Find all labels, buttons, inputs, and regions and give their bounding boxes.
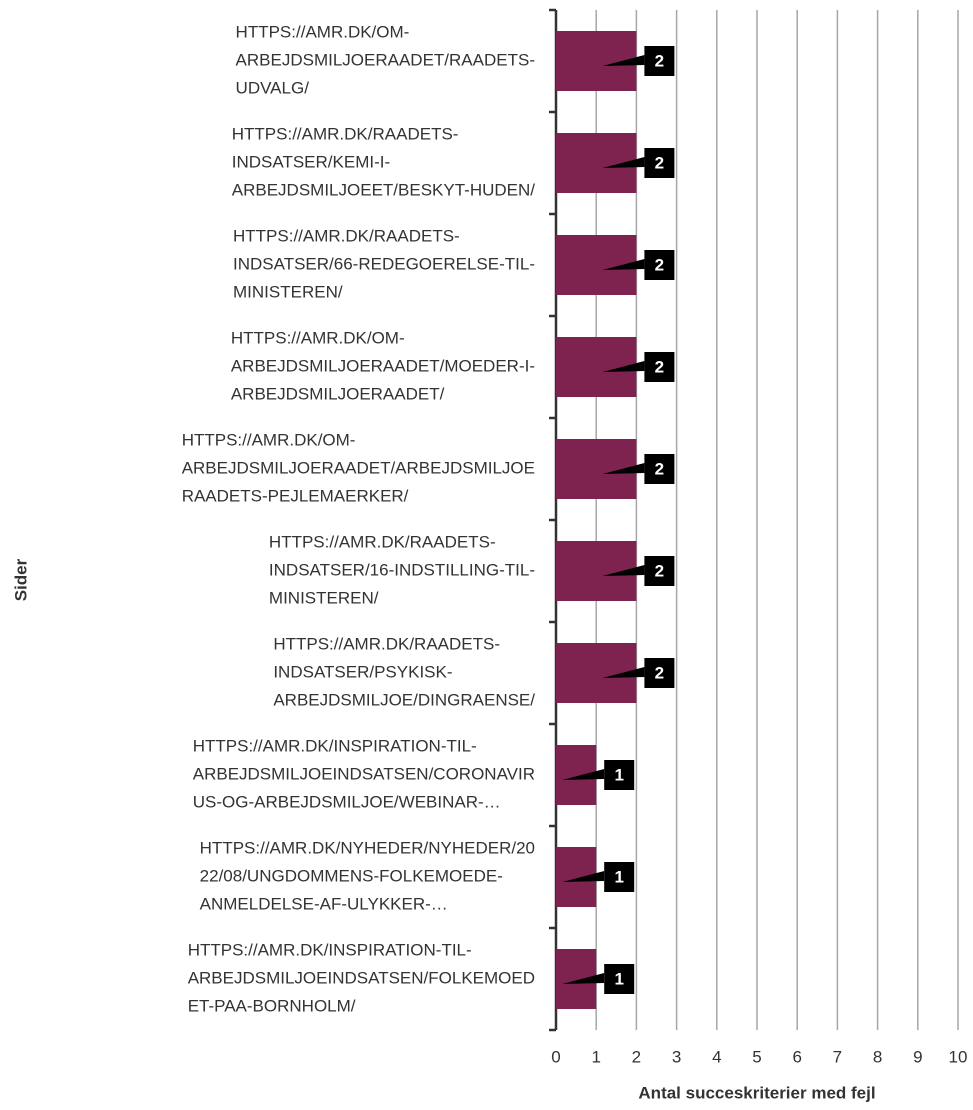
data-label-box bbox=[644, 556, 675, 586]
data-label: 1 bbox=[614, 969, 623, 988]
x-tick-label: 9 bbox=[913, 1047, 922, 1066]
data-label-callout bbox=[562, 973, 605, 984]
data-label-box bbox=[644, 250, 675, 280]
category-label-line: HTTPS://AMR.DK/INSPIRATION-TIL- bbox=[188, 940, 472, 959]
category-label-line: HTTPS://AMR.DK/OM- bbox=[236, 22, 410, 41]
data-label-callout bbox=[602, 565, 645, 576]
data-label: 2 bbox=[655, 561, 664, 580]
data-label-callout bbox=[602, 667, 645, 678]
category-label-line: HTTPS://AMR.DK/INSPIRATION-TIL- bbox=[193, 736, 477, 755]
data-label: 1 bbox=[614, 867, 623, 886]
x-tick-label: 10 bbox=[949, 1047, 968, 1066]
data-label: 2 bbox=[655, 51, 664, 70]
category-label-line: HTTPS://AMR.DK/RAADETS- bbox=[232, 124, 459, 143]
category-label-line: HTTPS://AMR.DK/RAADETS- bbox=[269, 532, 496, 551]
y-axis-title: Sider bbox=[11, 558, 30, 601]
category-label-line: ARBEJDSMILJOERAADET/RAADETS- bbox=[236, 50, 535, 69]
data-label-box bbox=[644, 148, 675, 178]
category-label: HTTPS://AMR.DK/OM- ARBEJDSMILJOERAADET/RA… bbox=[236, 22, 535, 97]
x-tick-label: 4 bbox=[712, 1047, 721, 1066]
data-label-callout bbox=[602, 55, 645, 66]
category-label-line: ARBEJDSMILJOEINDSATSEN/CORONAVIR bbox=[193, 764, 535, 783]
category-label: HTTPS://AMR.DK/NYHEDER/NYHEDER/20 22/08/U… bbox=[200, 838, 535, 913]
x-tick-label: 2 bbox=[632, 1047, 641, 1066]
category-label-line: UDVALG/ bbox=[236, 78, 310, 97]
category-label: HTTPS://AMR.DK/RAADETS- INDSATSER/KEMI-I-… bbox=[232, 124, 536, 199]
x-tick-label: 3 bbox=[672, 1047, 681, 1066]
category-label-line: INDSATSER/PSYKISK- bbox=[273, 662, 452, 681]
x-tick-label: 5 bbox=[752, 1047, 761, 1066]
category-label-line: ARBEJDSMILJOERAADET/ bbox=[231, 384, 445, 403]
category-label-line: INDSATSER/16-INDSTILLING-TIL- bbox=[269, 560, 535, 579]
data-label-box bbox=[604, 964, 635, 994]
category-label-line: ANMELDELSE-AF-ULYKKER-… bbox=[200, 894, 448, 913]
category-label-line: RAADETS-PEJLEMAERKER/ bbox=[182, 486, 409, 505]
category-label: HTTPS://AMR.DK/OM- ARBEJDSMILJOERAADET/AR… bbox=[182, 430, 535, 505]
data-label: 1 bbox=[614, 765, 623, 784]
category-label-line: MINISTEREN/ bbox=[233, 282, 343, 301]
x-axis-title: Antal succeskriterier med fejl bbox=[638, 1083, 875, 1102]
category-label-line: ARBEJDSMILJOERAADET/ARBEJDSMILJOE bbox=[182, 458, 535, 477]
category-label-line: 22/08/UNGDOMMENS-FOLKEMOEDE- bbox=[200, 866, 503, 885]
data-label-callout bbox=[602, 463, 645, 474]
category-label: HTTPS://AMR.DK/RAADETS- INDSATSER/16-INDS… bbox=[269, 532, 535, 607]
category-label-line: HTTPS://AMR.DK/OM- bbox=[231, 328, 405, 347]
data-label-box bbox=[644, 46, 675, 76]
category-label: HTTPS://AMR.DK/RAADETS- INDSATSER/PSYKISK… bbox=[273, 634, 535, 709]
category-label: HTTPS://AMR.DK/INSPIRATION-TIL- ARBEJDSMI… bbox=[188, 940, 535, 1015]
category-label: HTTPS://AMR.DK/OM- ARBEJDSMILJOERAADET/MO… bbox=[231, 328, 535, 403]
category-label-line: HTTPS://AMR.DK/OM- bbox=[182, 430, 356, 449]
category-label-line: US-OG-ARBEJDSMILJOE/WEBINAR-… bbox=[193, 792, 501, 811]
category-label-line: ET-PAA-BORNHOLM/ bbox=[188, 996, 356, 1015]
data-label-callout bbox=[562, 769, 605, 780]
data-label-box bbox=[644, 658, 675, 688]
data-label-callout bbox=[562, 871, 605, 882]
data-label-callout bbox=[602, 157, 645, 168]
x-tick-label: 8 bbox=[873, 1047, 882, 1066]
data-label: 2 bbox=[655, 255, 664, 274]
data-label-box bbox=[604, 760, 635, 790]
category-label: HTTPS://AMR.DK/RAADETS- INDSATSER/66-REDE… bbox=[233, 226, 535, 301]
data-label-callout bbox=[602, 361, 645, 372]
category-label: HTTPS://AMR.DK/INSPIRATION-TIL- ARBEJDSMI… bbox=[193, 736, 535, 811]
category-label-line: ARBEJDSMILJOE/DINGRAENSE/ bbox=[273, 690, 535, 709]
data-label-box bbox=[604, 862, 635, 892]
data-label: 2 bbox=[655, 459, 664, 478]
category-label-line: HTTPS://AMR.DK/RAADETS- bbox=[273, 634, 500, 653]
category-label-line: MINISTEREN/ bbox=[269, 588, 379, 607]
data-label-box bbox=[644, 454, 675, 484]
category-label-line: INDSATSER/KEMI-I- bbox=[232, 152, 390, 171]
x-tick-label: 6 bbox=[792, 1047, 801, 1066]
category-label-line: ARBEJDSMILJOEET/BESKYT-HUDEN/ bbox=[232, 180, 536, 199]
category-label-line: INDSATSER/66-REDEGOERELSE-TIL- bbox=[233, 254, 535, 273]
x-tick-label: 0 bbox=[551, 1047, 560, 1066]
data-label-box bbox=[644, 352, 675, 382]
data-label: 2 bbox=[655, 663, 664, 682]
category-label-line: ARBEJDSMILJOEINDSATSEN/FOLKEMOED bbox=[188, 968, 535, 987]
data-label-callout bbox=[602, 259, 645, 270]
category-label-line: ARBEJDSMILJOERAADET/MOEDER-I- bbox=[231, 356, 535, 375]
x-tick-label: 7 bbox=[833, 1047, 842, 1066]
data-label: 2 bbox=[655, 357, 664, 376]
category-label-line: HTTPS://AMR.DK/RAADETS- bbox=[233, 226, 460, 245]
category-label-line: HTTPS://AMR.DK/NYHEDER/NYHEDER/20 bbox=[200, 838, 535, 857]
x-tick-label: 1 bbox=[591, 1047, 600, 1066]
data-label: 2 bbox=[655, 153, 664, 172]
